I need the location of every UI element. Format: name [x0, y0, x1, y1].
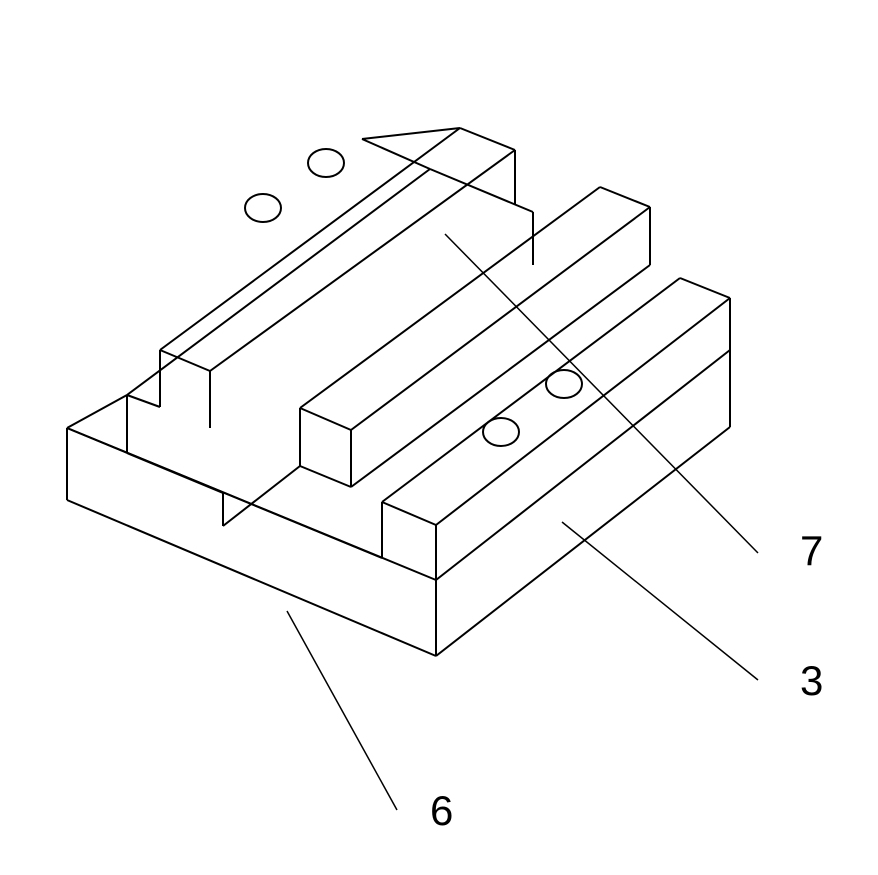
label-3: 3 — [800, 657, 823, 704]
hole-circle — [245, 194, 281, 222]
label-7: 7 — [800, 527, 823, 574]
hole-circle — [546, 370, 582, 398]
edge-line — [127, 395, 160, 407]
edge-line — [127, 169, 430, 395]
edge-line — [382, 502, 436, 525]
leader-line — [287, 611, 397, 810]
edge-line — [460, 128, 515, 150]
edge-line — [300, 408, 351, 430]
edge-line — [351, 265, 650, 487]
leader-line — [445, 234, 758, 553]
leader-line — [562, 522, 758, 680]
edge-line — [300, 187, 600, 408]
hole-circle — [308, 149, 344, 177]
edge-line — [362, 128, 460, 139]
edge-line — [436, 298, 730, 525]
edge-line — [680, 278, 730, 298]
edge-line — [382, 278, 680, 502]
edge-line — [160, 350, 210, 371]
edge-line — [67, 428, 382, 558]
edge-line — [210, 150, 515, 371]
leader-lines — [287, 234, 758, 810]
hole-circle — [483, 418, 519, 446]
edge-line — [300, 466, 351, 487]
edge-line — [127, 453, 223, 493]
edge-line — [362, 139, 430, 169]
edge-line — [436, 350, 730, 580]
holes-group — [245, 149, 582, 446]
edge-line — [67, 395, 127, 428]
label-6: 6 — [430, 787, 453, 834]
edge-line — [67, 500, 436, 656]
edge-line — [600, 187, 650, 207]
